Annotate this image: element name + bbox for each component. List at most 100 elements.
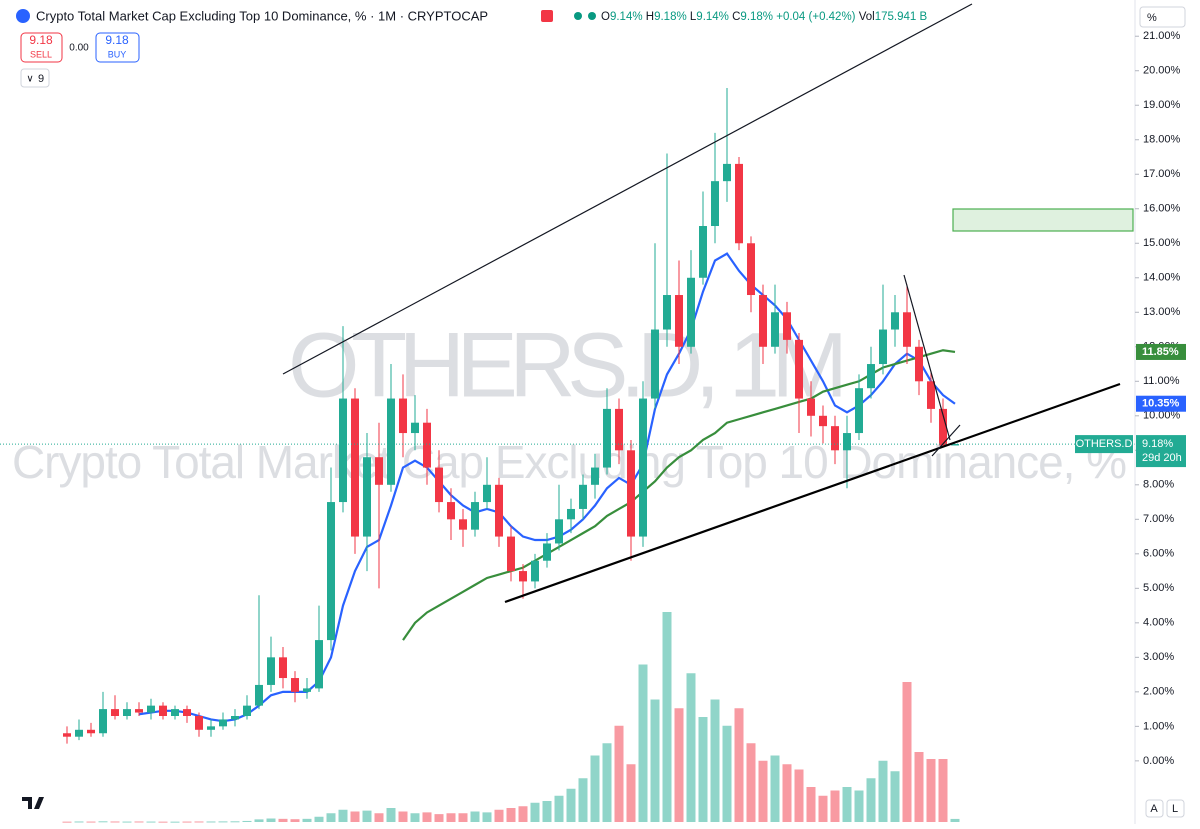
volume-bar (662, 612, 672, 822)
ma-tag-label: 11.85% (1142, 346, 1179, 358)
candle-body (867, 364, 875, 389)
volume-bar (470, 811, 480, 822)
volume-bar (866, 778, 876, 822)
status-dot (574, 12, 582, 20)
candle-body (111, 709, 119, 716)
candle-body (399, 398, 407, 434)
volume-bar (734, 708, 744, 822)
symbol-tag (1075, 435, 1133, 454)
candle-body (855, 388, 863, 434)
candle-body (903, 312, 911, 347)
y-tick-label: 4.00% (1143, 617, 1174, 629)
candle-body (279, 657, 287, 679)
candle-body (423, 422, 431, 468)
sell-button[interactable] (20, 32, 63, 63)
volume-bar (134, 821, 144, 823)
candle-body (255, 684, 263, 706)
volume-bar (806, 787, 816, 822)
scale-percent: % (1147, 12, 1157, 24)
flag-icon[interactable] (541, 10, 553, 22)
y-tick-label: 18.00% (1143, 134, 1181, 146)
ma-tag (1136, 343, 1186, 360)
trend-line (931, 424, 961, 457)
candle-body (627, 450, 635, 537)
volume-bar (374, 813, 384, 822)
volume-bar (302, 818, 312, 822)
auto-scale: A (1150, 803, 1158, 815)
y-tick-label: 2.00% (1143, 686, 1174, 698)
auto-scale-button[interactable] (1145, 799, 1164, 818)
candle-body (171, 709, 179, 716)
candle-body (819, 415, 827, 427)
volume-bar (842, 787, 852, 822)
volume-bar (98, 821, 108, 823)
watermark-description: Crypto Total Market Cap Excluding Top 10… (12, 436, 1127, 488)
candle-body (939, 408, 947, 446)
candle-body (351, 398, 359, 537)
candle-body (507, 536, 515, 572)
candle-body (615, 408, 623, 451)
candle-body (927, 381, 935, 409)
candle-body (675, 295, 683, 347)
y-tick-label: 17.00% (1143, 168, 1181, 180)
price-tag (1136, 435, 1186, 468)
candle-body (531, 560, 539, 582)
chevron: ∨ (26, 74, 33, 85)
volume-bar (194, 821, 204, 823)
candle-body (519, 571, 527, 582)
candle-body (567, 508, 575, 520)
y-tick-label: 13.00% (1143, 306, 1181, 318)
candle-body (639, 398, 647, 537)
buy-button[interactable] (95, 32, 140, 63)
volume-bar (242, 820, 252, 822)
candle-body (555, 519, 563, 544)
candle-body (63, 733, 71, 737)
volume-bar (878, 760, 888, 822)
buy-price: 9.18 (105, 33, 129, 47)
candle-body (99, 709, 107, 734)
volume-bar (398, 811, 408, 822)
volume-bar (554, 795, 564, 822)
indicators-toggle[interactable] (20, 68, 50, 88)
volume-bar (266, 818, 276, 822)
candle-body (75, 729, 83, 737)
y-tick-label: 5.00% (1143, 582, 1174, 594)
volume-bar (890, 771, 900, 822)
candle-body (483, 484, 491, 503)
volume-bar (818, 795, 828, 822)
candle-body (651, 329, 659, 399)
candle-body (747, 243, 755, 296)
y-tick-label: 21.00% (1143, 30, 1181, 42)
candle-body (831, 426, 839, 451)
volume-bar (650, 699, 660, 822)
price-tag-countdown: 29d 20h (1142, 452, 1182, 464)
readout-label: H (646, 11, 654, 23)
plot (0, 87, 1135, 823)
price-axis: 0.00% 1.00% 2.00% 3.00% 4.00% 5.00% 6.00% 7.00%… (1075, 30, 1186, 767)
candle-body (267, 657, 275, 685)
trend-line (903, 274, 951, 441)
candle-body (303, 688, 311, 692)
candle-body (795, 339, 803, 399)
zone (952, 208, 1134, 232)
volume-bar (746, 743, 756, 822)
candle-body (315, 640, 323, 689)
volume-bar (542, 801, 552, 822)
candle-body (687, 277, 695, 347)
volume-bar (278, 818, 288, 822)
candle-body (219, 719, 227, 727)
readout-value: 9.14% (610, 11, 643, 23)
y-tick-label: 15.00% (1143, 237, 1181, 249)
volume-bar (950, 818, 960, 822)
symbol-icon (16, 9, 30, 23)
candle-body (771, 312, 779, 347)
log-scale-button[interactable] (1166, 799, 1185, 818)
scale-toggle[interactable] (1139, 6, 1186, 28)
candle-body (915, 346, 923, 382)
candle-body (783, 312, 791, 340)
volume-bar (530, 802, 540, 822)
candle-body (243, 705, 251, 716)
candle-body (231, 715, 239, 720)
candle-body (135, 709, 143, 713)
